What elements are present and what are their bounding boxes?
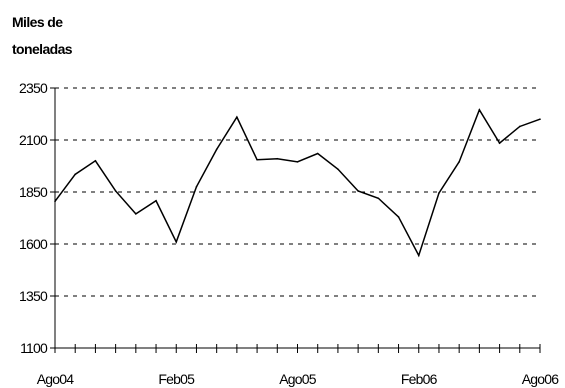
data-point — [236, 116, 238, 118]
data-point — [276, 157, 279, 160]
data-point — [195, 186, 198, 188]
axes — [50, 87, 540, 349]
x-tick-marks — [54, 344, 541, 353]
y-tick-label: 1850 — [19, 184, 48, 200]
y-tick-label: 2100 — [19, 132, 48, 148]
data-point — [498, 142, 501, 144]
data-point — [438, 192, 440, 194]
x-tick-label: Feb06 — [401, 371, 438, 387]
data-point — [74, 173, 77, 176]
data-point — [54, 200, 56, 203]
y-axis-title-line-1: Miles de — [12, 14, 63, 30]
data-point — [94, 160, 97, 162]
data-point — [478, 109, 481, 111]
series-line — [54, 108, 541, 258]
gridlines — [55, 87, 540, 297]
data-point — [377, 197, 380, 200]
y-tick-label: 1600 — [19, 236, 48, 252]
data-point — [397, 216, 400, 218]
y-tick-label: 2350 — [19, 80, 48, 96]
x-tick-label: Feb05 — [158, 371, 195, 387]
data-point — [539, 118, 541, 120]
data-point — [316, 152, 319, 155]
data-point — [256, 158, 258, 161]
data-point — [175, 241, 178, 243]
data-point — [357, 190, 359, 192]
data-point — [337, 168, 339, 170]
x-tick-label: Ago06 — [522, 371, 559, 387]
x-tick-labels: Ago04 Feb05 Ago05 Feb06 Ago06 — [37, 371, 560, 387]
data-point — [155, 199, 157, 202]
series-layer — [54, 108, 541, 258]
data-point — [458, 161, 460, 163]
data-point — [135, 213, 137, 215]
x-tick-label: Ago05 — [279, 371, 316, 387]
y-axis-title-line-2: toneladas — [12, 41, 73, 57]
data-point — [114, 190, 117, 192]
data-point — [215, 148, 218, 151]
data-point — [518, 125, 521, 128]
data-point — [417, 254, 420, 257]
y-tick-label: 1100 — [20, 340, 48, 356]
y-tick-label: 1350 — [19, 288, 48, 304]
x-tick-label: Ago04 — [37, 371, 74, 387]
y-tick-labels: 1100 1350 1600 1850 2100 2350 — [19, 80, 49, 356]
data-point — [296, 161, 299, 163]
